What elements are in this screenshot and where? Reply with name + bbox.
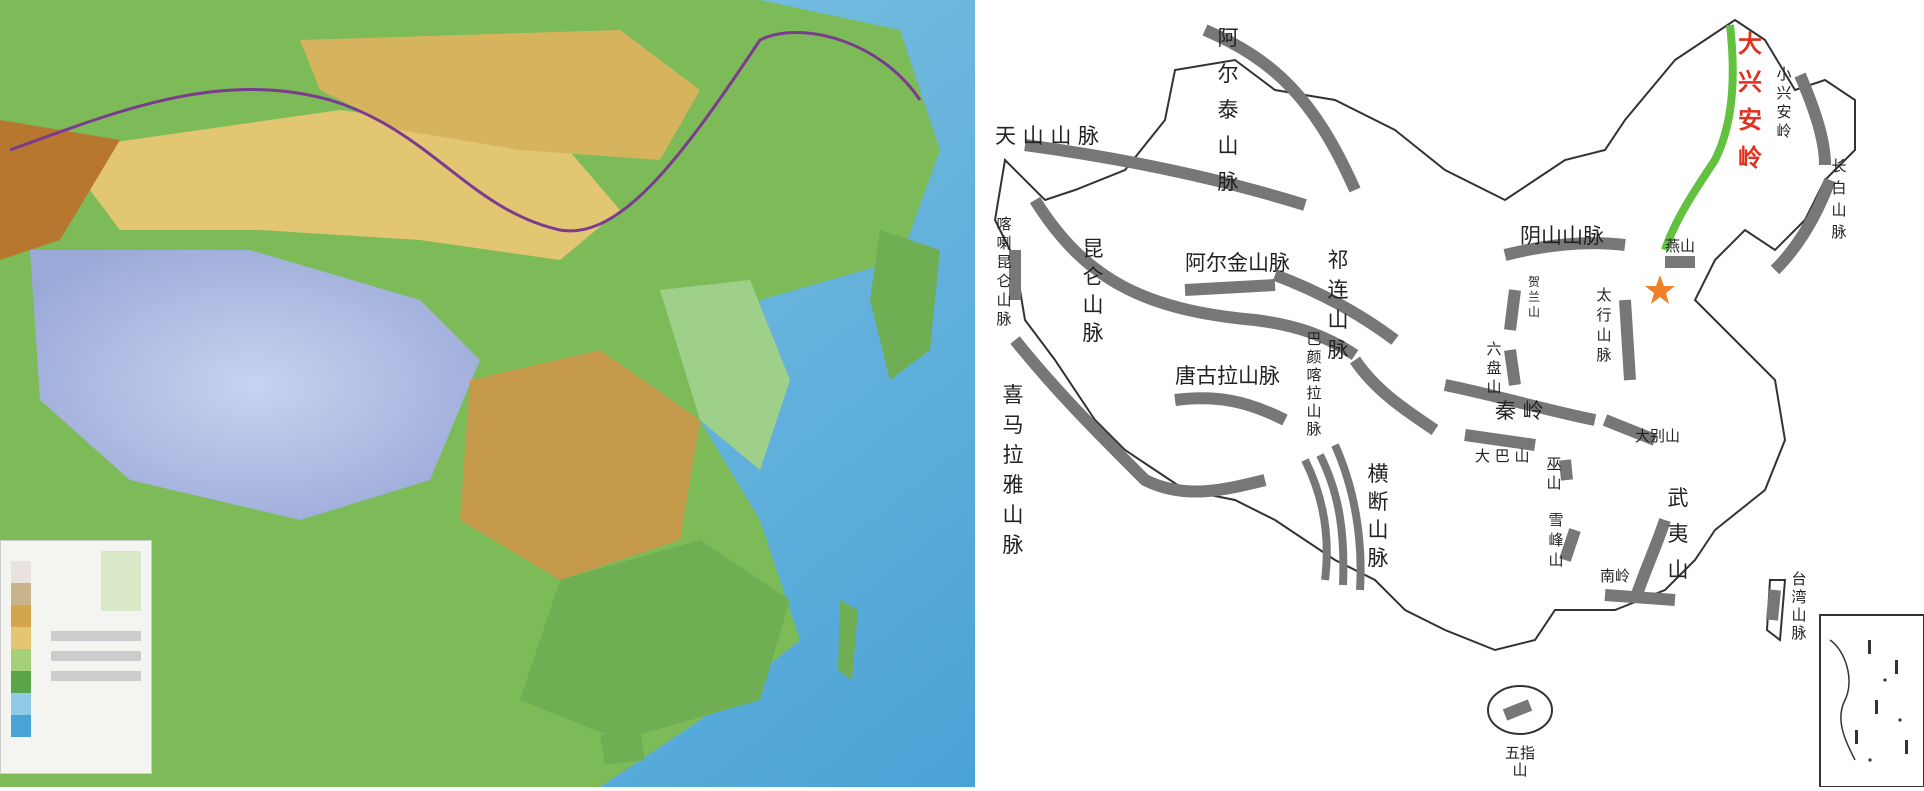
label-altun: 阿尔金山脉 [1185,251,1290,275]
range-kunlun [1029,196,1359,361]
label-altai: 阿 尔 泰 山 脉 [1217,26,1239,194]
range-tianshan [1024,139,1307,211]
range-daxinganling [1661,24,1737,252]
inset-coast [1829,639,1856,761]
label-taihang: 太 行 山 脉 [1596,286,1612,364]
label-xiaoxinganling: 小 兴 安 岭 [1776,65,1792,140]
label-yinshan: 阴山山脉 [1520,224,1604,248]
label-taiwan: 台 湾 山 脉 [1791,570,1807,642]
sichuan-basin [460,350,700,580]
label-wuzhi: 五指 山 [1504,744,1535,779]
range-taihang [1619,299,1636,381]
relief-map [0,0,975,787]
mongolia-plateau [300,30,700,160]
range-dabie [1602,414,1658,446]
range-altai [1202,24,1361,193]
label-qilian: 祁 连 山 脉 [1327,248,1349,362]
range-qinling [1443,379,1597,426]
north-china-plain [660,280,790,470]
range-taiwan [1766,589,1781,621]
taiwan-island [838,600,858,680]
range-lines [1009,24,1836,721]
map-legend-panel [0,540,152,774]
korea-peninsula [870,230,940,380]
label-qinling: 秦 岭 [1495,399,1544,423]
relief-map-svg [0,0,975,787]
range-changbai [1770,177,1836,275]
label-dabie: 大别山 [1635,427,1681,445]
label-bayankala: 巴 颜 喀 拉 山 脉 [1306,330,1322,438]
mountain-range-schematic: 阿 尔 泰 山 脉 天 山 山 脉 昆 仑 山 脉 喀 喇 昆 仑 山 脉 喜 … [975,0,1924,788]
range-daba [1464,429,1536,451]
range-hengduan [1301,443,1365,591]
hainan-island [600,730,645,765]
label-wuyi: 武 夷 山 [1667,486,1689,582]
range-qilian [1272,269,1399,345]
range-liupan [1504,349,1521,386]
southeast-hills [520,540,790,740]
inset-islands [1855,640,1908,762]
label-xuefeng: 雪 峰 山 [1548,511,1564,569]
range-xiaoxinganling [1794,72,1831,166]
range-xuefeng [1559,528,1581,562]
range-nanling [1604,589,1676,606]
range-altun [1184,279,1276,296]
label-wushan: 巫 山 [1546,455,1562,492]
label-hengduan: 横 断 山 脉 [1367,462,1389,570]
range-yinshan [1503,237,1626,261]
range-wushan [1559,459,1573,481]
mountains-west [0,120,120,260]
border-line [9,31,922,233]
range-tanggula [1174,392,1288,426]
star-icon [1645,275,1675,304]
tibet-plateau [30,250,480,520]
label-changbai: 长 白 山 脉 [1831,157,1847,241]
south-china-sea-inset [1819,614,1924,788]
label-daba: 大 巴 山 [1475,447,1530,465]
label-tianshan: 天 山 山 脉 [995,124,1100,148]
range-wuyi [1629,518,1671,602]
legend-swatches [11,551,141,737]
range-bayankala [1350,356,1439,435]
label-nanling: 南岭 [1600,567,1631,585]
label-daxinganling: 大 兴 安 岭 [1738,30,1762,172]
label-yanshan: 燕山 [1665,237,1696,255]
label-himalaya: 喜 马 拉 雅 山 脉 [1002,383,1024,557]
range-himalaya [1010,336,1267,498]
desert-north [60,110,620,260]
range-wuzhi [1502,699,1533,721]
range-helan [1504,289,1521,331]
schematic-svg [993,18,1924,788]
label-helan: 贺 兰 山 [1527,275,1540,319]
label-kunlun: 昆 仑 山 脉 [1082,237,1104,345]
label-tanggula: 唐古拉山脉 [1175,364,1280,388]
label-liupan: 六 盘 山 [1486,340,1502,396]
label-karakoram: 喀 喇 昆 仑 山 脉 [996,215,1012,328]
